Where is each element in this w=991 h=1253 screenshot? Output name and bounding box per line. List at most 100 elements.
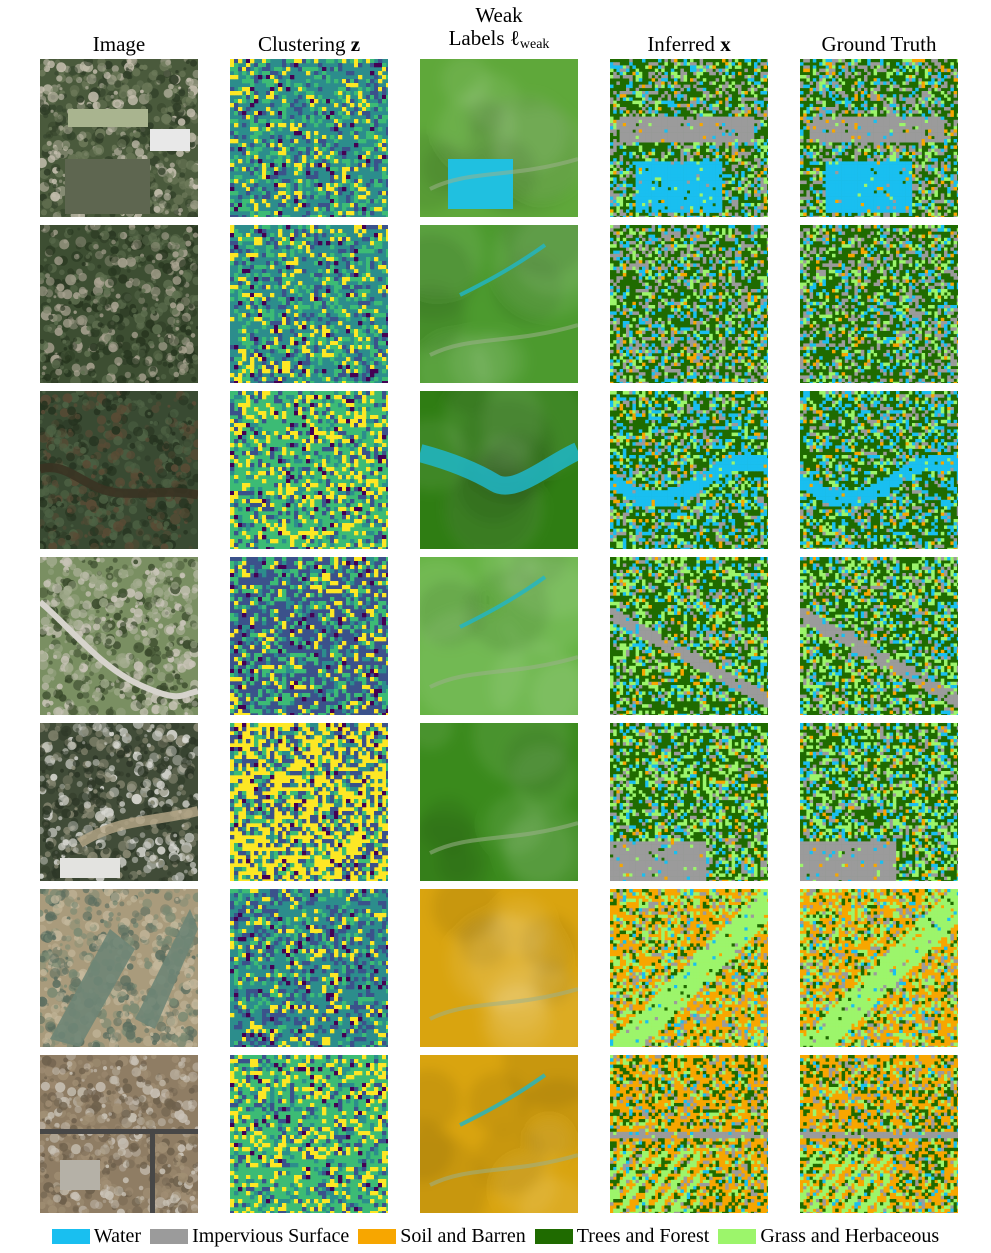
weak-tile	[420, 889, 578, 1047]
column-header-truth: Ground Truth	[799, 0, 959, 56]
legend: Water Impervious Surface Soil and Barren Tr…	[0, 1222, 991, 1250]
clustering-tile	[230, 723, 388, 881]
legend-swatch	[718, 1228, 757, 1244]
inferred-map	[610, 225, 768, 383]
legend-label: Water	[94, 1225, 141, 1248]
truth-map	[800, 59, 958, 217]
column-header-line1: Weak	[475, 4, 522, 27]
inferred-tile	[610, 225, 768, 383]
inferred-map	[610, 1055, 768, 1213]
column-header-line2: Ground Truth	[822, 33, 937, 56]
clustering-map	[230, 391, 388, 549]
inferred-tile	[610, 557, 768, 715]
inferred-map	[610, 59, 768, 217]
math-subscript: weak	[520, 37, 550, 52]
column-header-line2: Inferred x	[647, 33, 730, 56]
column-header-text: Ground Truth	[822, 32, 937, 56]
column-header-text: Labels ℓ	[449, 26, 520, 50]
truth-tile	[800, 889, 958, 1047]
clustering-map	[230, 723, 388, 881]
truth-tile	[800, 1055, 958, 1213]
weak-tile	[420, 59, 578, 217]
column-header-clustering: Clustering z	[229, 0, 389, 56]
math-symbol: x	[720, 32, 731, 56]
clustering-tile	[230, 59, 388, 217]
weak-map	[420, 391, 578, 549]
image-tile	[40, 391, 198, 549]
image-map	[40, 1055, 198, 1213]
truth-tile	[800, 59, 958, 217]
image-map	[40, 723, 198, 881]
image-map	[40, 557, 198, 715]
image-tile	[40, 557, 198, 715]
image-tile	[40, 723, 198, 881]
truth-map	[800, 225, 958, 383]
truth-map	[800, 723, 958, 881]
clustering-map	[230, 889, 388, 1047]
legend-label: Soil and Barren	[400, 1225, 526, 1248]
inferred-tile	[610, 59, 768, 217]
truth-tile	[800, 391, 958, 549]
clustering-tile	[230, 889, 388, 1047]
inferred-map	[610, 723, 768, 881]
truth-map	[800, 391, 958, 549]
legend-swatch	[534, 1228, 573, 1244]
weak-map	[420, 723, 578, 881]
weak-map	[420, 889, 578, 1047]
clustering-map	[230, 557, 388, 715]
weak-map	[420, 59, 578, 217]
legend-label: Grass and Herbaceous	[760, 1225, 939, 1248]
legend-swatch	[150, 1228, 189, 1244]
image-tile	[40, 59, 198, 217]
column-header-line2: Clustering z	[258, 33, 360, 56]
column-header-image: Image	[39, 0, 199, 56]
clustering-tile	[230, 557, 388, 715]
legend-item: Impervious Surface	[150, 1225, 349, 1248]
inferred-tile	[610, 391, 768, 549]
inferred-map	[610, 557, 768, 715]
math-symbol: z	[351, 32, 360, 56]
legend-swatch	[358, 1228, 397, 1244]
image-map	[40, 889, 198, 1047]
clustering-tile	[230, 1055, 388, 1213]
weak-tile	[420, 391, 578, 549]
clustering-tile	[230, 391, 388, 549]
column-header-text: Inferred	[647, 32, 720, 56]
image-tile	[40, 1055, 198, 1213]
image-tile	[40, 889, 198, 1047]
inferred-tile	[610, 889, 768, 1047]
inferred-map	[610, 889, 768, 1047]
truth-map	[800, 557, 958, 715]
image-tile	[40, 225, 198, 383]
truth-tile	[800, 723, 958, 881]
inferred-tile	[610, 1055, 768, 1213]
weak-tile	[420, 557, 578, 715]
legend-item: Soil and Barren	[358, 1225, 526, 1248]
image-map	[40, 225, 198, 383]
weak-tile	[420, 225, 578, 383]
weak-map	[420, 557, 578, 715]
clustering-map	[230, 225, 388, 383]
weak-map	[420, 1055, 578, 1213]
legend-swatch	[51, 1228, 90, 1244]
inferred-tile	[610, 723, 768, 881]
legend-item: Water	[51, 1225, 141, 1248]
legend-item: Trees and Forest	[534, 1225, 709, 1248]
column-header-line2: Image	[93, 33, 145, 56]
column-header-line2: Labels ℓweak	[449, 27, 550, 56]
weak-tile	[420, 723, 578, 881]
column-header-inferred: Inferred x	[609, 0, 769, 56]
legend-label: Impervious Surface	[192, 1225, 349, 1248]
image-map	[40, 391, 198, 549]
clustering-tile	[230, 225, 388, 383]
truth-tile	[800, 557, 958, 715]
truth-map	[800, 1055, 958, 1213]
column-header-weak: Weak Labels ℓweak	[419, 0, 579, 56]
truth-map	[800, 889, 958, 1047]
inferred-map	[610, 391, 768, 549]
truth-tile	[800, 225, 958, 383]
legend-item: Grass and Herbaceous	[718, 1225, 939, 1248]
clustering-map	[230, 59, 388, 217]
image-map	[40, 59, 198, 217]
weak-map	[420, 225, 578, 383]
